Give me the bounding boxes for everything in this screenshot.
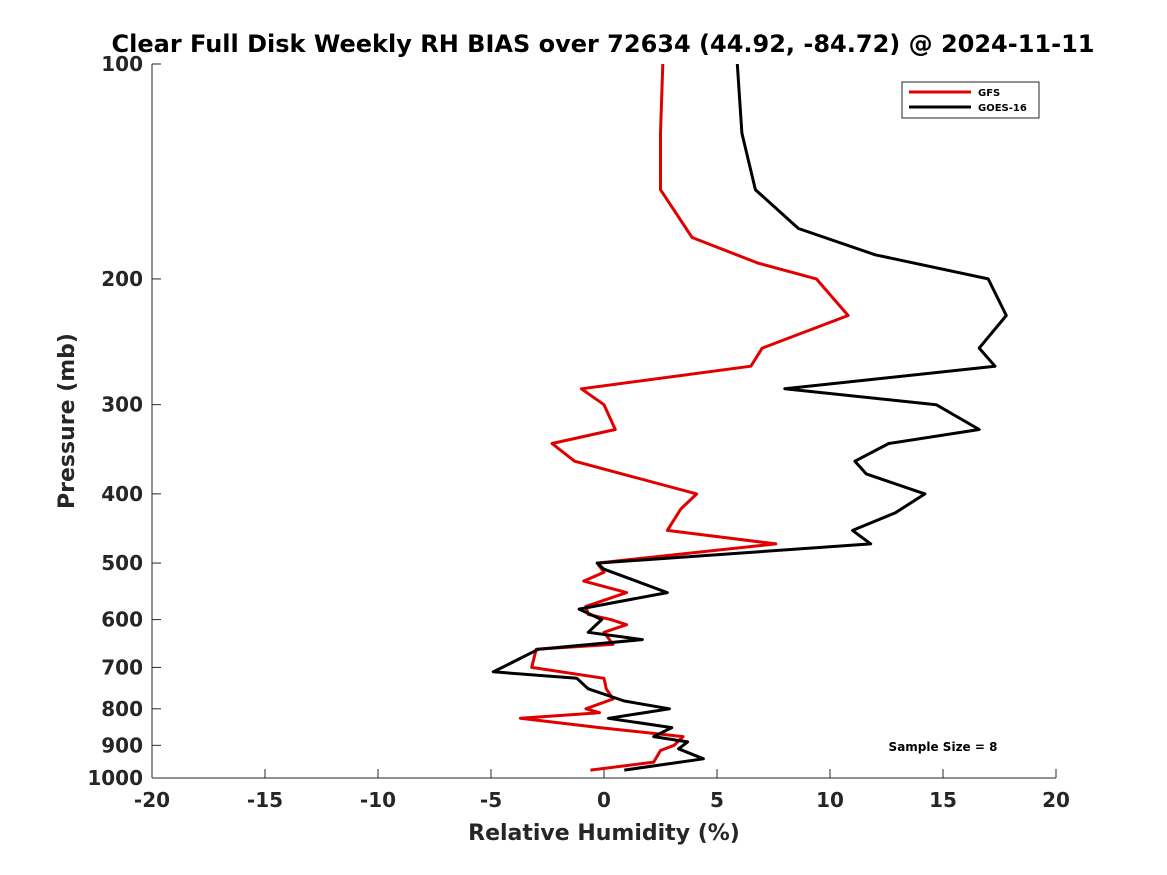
legend-box xyxy=(901,81,1040,119)
x-tick-label: 10 xyxy=(816,788,844,812)
y-tick-label: 500 xyxy=(101,551,143,575)
x-axis-label: Relative Humidity (%) xyxy=(468,821,740,846)
legend-label-gfs: GFS xyxy=(978,88,1000,99)
x-tick-label: 0 xyxy=(597,788,611,812)
x-tick-label: -10 xyxy=(360,788,396,812)
y-tick-label: 300 xyxy=(101,393,143,417)
x-tick-label: 5 xyxy=(710,788,724,812)
x-tick-label: 15 xyxy=(929,788,957,812)
y-tick-label: 200 xyxy=(101,267,143,291)
plot-area xyxy=(151,64,1056,779)
y-axis-label: Pressure (mb) xyxy=(55,333,80,509)
y-tick-label: 100 xyxy=(101,52,143,76)
y-axis-ticks: 100 200 300 400 500 600 700 800 900 1000 xyxy=(87,52,161,790)
series-layer xyxy=(491,63,1008,772)
series-line-gfs xyxy=(518,63,850,772)
y-tick-label: 800 xyxy=(101,697,143,721)
legend: GFS GOES-16 xyxy=(901,81,1040,119)
x-tick-label: -20 xyxy=(134,788,170,812)
x-tick-label: -15 xyxy=(247,788,283,812)
y-tick-label: 900 xyxy=(101,733,143,757)
legend-label-goes16: GOES-16 xyxy=(978,103,1027,114)
plot-background xyxy=(152,64,1056,778)
y-tick-label: 1000 xyxy=(87,766,143,790)
y-tick-label: 400 xyxy=(101,482,143,506)
x-tick-label: -5 xyxy=(480,788,502,812)
sample-size-annotation: Sample Size = 8 xyxy=(889,740,998,754)
x-axis-ticks: -20 -15 -10 -5 0 5 10 15 20 xyxy=(134,769,1070,812)
y-tick-label: 600 xyxy=(101,608,143,632)
y-tick-label: 700 xyxy=(101,655,143,679)
series-line-goes16 xyxy=(491,63,1008,772)
chart-title: Clear Full Disk Weekly RH BIAS over 7263… xyxy=(112,30,1095,58)
x-tick-label: 20 xyxy=(1042,788,1070,812)
